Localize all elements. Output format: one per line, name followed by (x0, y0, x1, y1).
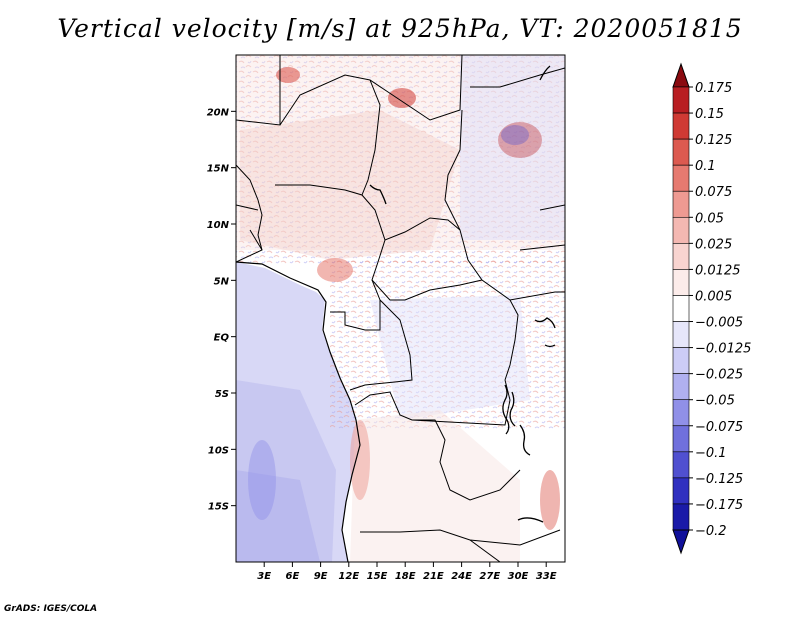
colorbar-swatch (672, 477, 690, 505)
lon-tick-label: 30E (508, 571, 529, 582)
colorbar-label: −0.0125 (695, 342, 751, 357)
lat-tick-label: 5N (214, 276, 230, 287)
colorbar-label: −0.2 (695, 524, 727, 539)
colorbar-label: 0.005 (695, 289, 732, 304)
colorbar-swatch (672, 321, 690, 348)
colorbar-swatch (672, 373, 690, 401)
lon-tick-label: 27E (479, 571, 500, 582)
colorbar-label: −0.1 (695, 446, 727, 461)
colorbar-label: 0.175 (695, 81, 732, 96)
colorbar-label: 0.15 (695, 107, 724, 122)
lon-tick-label: 18E (395, 571, 416, 582)
colorbar-label: −0.125 (695, 472, 743, 487)
colorbar-swatch (672, 269, 690, 296)
colorbar-swatch (672, 138, 690, 166)
lon-tick-label: 6E (286, 571, 300, 582)
colorbar-label: 0.075 (695, 185, 732, 200)
country-borders (236, 55, 565, 562)
colorbar-label: 0.05 (695, 211, 724, 226)
colorbar-swatch (672, 399, 690, 427)
grads-credit: GrADS: IGES/COLA (4, 604, 98, 614)
lon-tick-label: 24E (451, 571, 472, 582)
coastline (236, 261, 361, 562)
colorbar-swatch (672, 503, 690, 531)
lat-tick-label: 5S (215, 389, 229, 400)
chart-title: Vertical velocity [m/s] at 925hPa, VT: 2… (57, 14, 743, 43)
lon-tick-label: 3E (257, 571, 271, 582)
colorbar-swatch (672, 451, 690, 479)
lat-tick-label: 15S (208, 502, 229, 513)
colorbar-label: −0.005 (695, 316, 743, 331)
lon-tick-label: 9E (314, 571, 328, 582)
lat-tick-label: 10S (208, 445, 229, 456)
colorbar-swatch (672, 295, 690, 322)
colorbar-swatch (672, 86, 690, 114)
colorbar-label: −0.025 (695, 368, 743, 383)
colorbar-swatch (672, 243, 690, 270)
colorbar: 0.175 0.15 0.125 0.1 0.075 0.05 0.025 0.0125 0.0… (672, 62, 751, 555)
lat-tick-label: EQ (214, 333, 230, 344)
lat-tick-label: 15N (207, 164, 230, 175)
map-plot-area (235, 54, 566, 563)
colorbar-label: −0.075 (695, 420, 743, 435)
lat-tick-label: 20N (207, 107, 230, 118)
lat-tick-label: 10N (207, 220, 230, 231)
colorbar-swatch (672, 425, 690, 453)
colorbar-swatch (672, 112, 690, 140)
colorbar-swatch (672, 347, 690, 374)
colorbar-label: −0.05 (695, 394, 735, 409)
colorbar-label: 0.0125 (695, 263, 741, 278)
lon-tick-label: 21E (423, 571, 444, 582)
colorbar-swatch (672, 216, 690, 244)
colorbar-bottom-arrow (672, 529, 690, 555)
colorbar-label: 0.125 (695, 133, 732, 148)
longitude-ticks: 3E 6E 9E 12E 15E 18E 21E 24E 27E 30E 33E (257, 562, 557, 582)
latitude-ticks: 20N 15N 10N 5N EQ 5S 10S 15S (207, 107, 236, 513)
colorbar-label: −0.175 (695, 498, 743, 513)
lon-tick-label: 15E (367, 571, 388, 582)
colorbar-label: 0.1 (695, 159, 716, 174)
lon-tick-label: 12E (338, 571, 359, 582)
colorbar-swatch (672, 190, 690, 218)
lon-tick-label: 33E (536, 571, 557, 582)
colorbar-label: 0.025 (695, 237, 732, 252)
colorbar-top-arrow (672, 62, 690, 88)
colorbar-swatch (672, 164, 690, 192)
